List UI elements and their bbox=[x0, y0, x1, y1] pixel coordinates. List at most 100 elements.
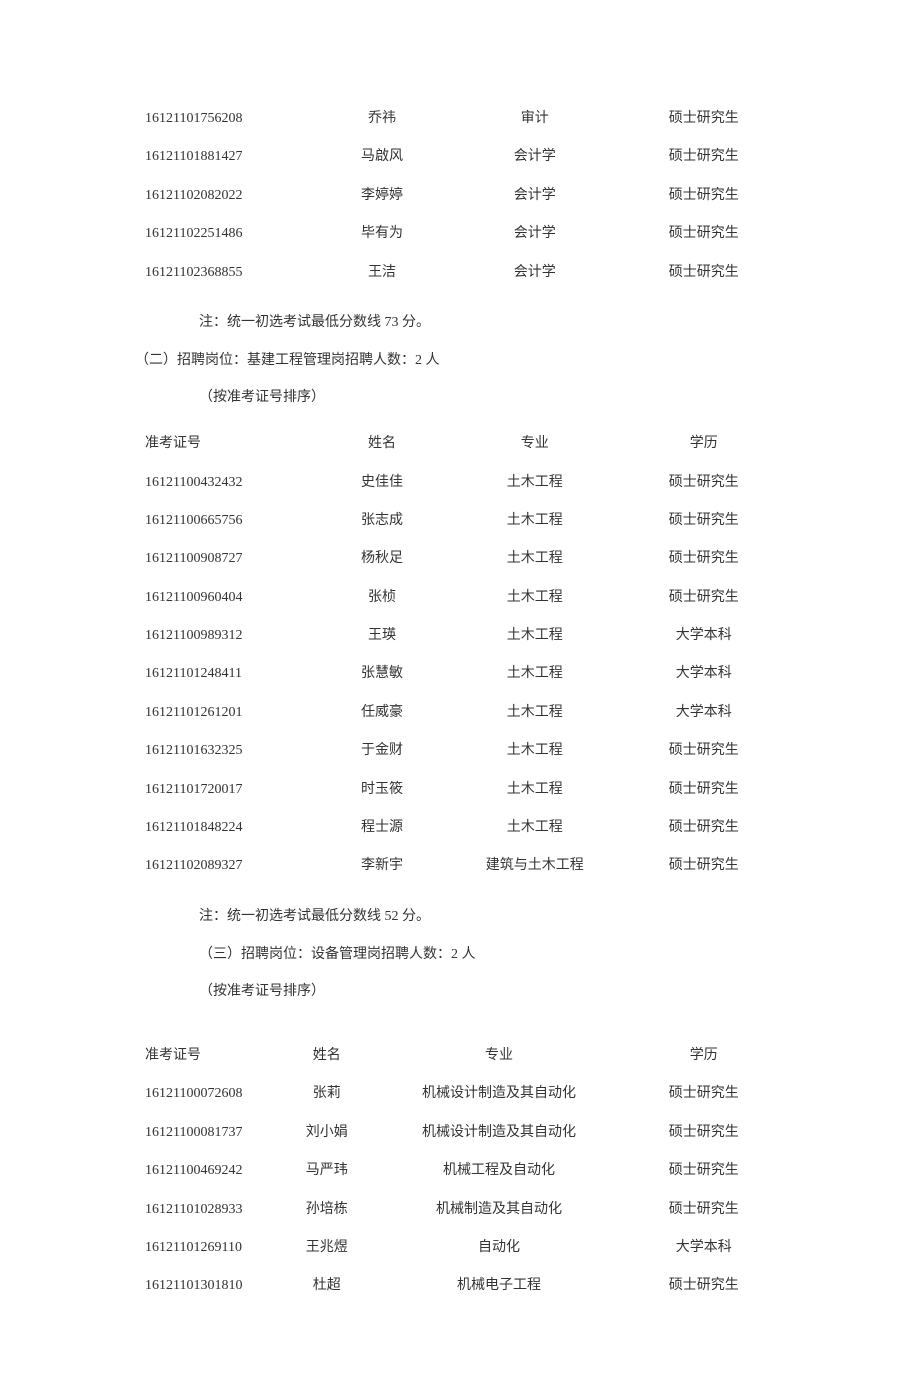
table-cell: 张慧敏 bbox=[317, 663, 447, 685]
table-cell: 土木工程 bbox=[447, 817, 623, 839]
table-cell: 于金财 bbox=[317, 740, 447, 762]
table-cell: 自动化 bbox=[376, 1237, 623, 1259]
table-row: 16121101269110王兆煜自动化大学本科 bbox=[135, 1229, 785, 1267]
table-cell: 硕士研究生 bbox=[623, 223, 786, 245]
table-header-cell: 学历 bbox=[623, 1045, 786, 1067]
section3-title: （三）招聘岗位：设备管理岗招聘人数：2 人 bbox=[135, 944, 785, 966]
table-cell: 16121101848224 bbox=[135, 817, 317, 839]
note1: 注：统一初选考试最低分数线 73 分。 bbox=[135, 312, 785, 334]
table-cell: 16121101261201 bbox=[135, 702, 317, 724]
table-cell: 硕士研究生 bbox=[623, 510, 786, 532]
table-row: 16121101028933孙培栋机械制造及其自动化硕士研究生 bbox=[135, 1191, 785, 1229]
table-cell: 16121100960404 bbox=[135, 587, 317, 609]
table-cell: 硕士研究生 bbox=[623, 108, 786, 130]
table-cell: 毕有为 bbox=[317, 223, 447, 245]
table-row: 16121101632325于金财土木工程硕士研究生 bbox=[135, 732, 785, 770]
table1-container: 16121101756208乔祎审计硕士研究生16121101881427马啟风… bbox=[135, 100, 785, 292]
table-cell: 史佳佳 bbox=[317, 472, 447, 494]
table-cell: 16121100081737 bbox=[135, 1122, 278, 1144]
table-cell: 硕士研究生 bbox=[623, 548, 786, 570]
table-cell: 硕士研究生 bbox=[623, 1160, 786, 1182]
table-cell: 16121100469242 bbox=[135, 1160, 278, 1182]
table-header-cell: 准考证号 bbox=[135, 1045, 278, 1067]
table-row: 16121100072608张莉机械设计制造及其自动化硕士研究生 bbox=[135, 1075, 785, 1113]
table-cell: 16121102251486 bbox=[135, 223, 317, 245]
table-cell: 机械电子工程 bbox=[376, 1275, 623, 1297]
table-cell: 土木工程 bbox=[447, 587, 623, 609]
table-cell: 硕士研究生 bbox=[623, 587, 786, 609]
table-cell: 16121100989312 bbox=[135, 625, 317, 647]
table-cell: 大学本科 bbox=[623, 625, 786, 647]
table-cell: 张桢 bbox=[317, 587, 447, 609]
table-header-cell: 姓名 bbox=[317, 433, 447, 455]
table-cell: 会计学 bbox=[447, 262, 623, 284]
table-cell: 16121102082022 bbox=[135, 185, 317, 207]
table-cell: 马啟风 bbox=[317, 146, 447, 168]
table-header-cell: 姓名 bbox=[278, 1045, 376, 1067]
table-cell: 16121101269110 bbox=[135, 1237, 278, 1259]
table-header-cell: 专业 bbox=[376, 1045, 623, 1067]
table-cell: 杨秋足 bbox=[317, 548, 447, 570]
table-cell: 16121101301810 bbox=[135, 1275, 278, 1297]
table-cell: 任威豪 bbox=[317, 702, 447, 724]
table-cell: 硕士研究生 bbox=[623, 262, 786, 284]
table-cell: 16121100432432 bbox=[135, 472, 317, 494]
table-row: 16121100989312王瑛土木工程大学本科 bbox=[135, 617, 785, 655]
table2-container: 准考证号姓名专业学历16121100432432史佳佳土木工程硕士研究生1612… bbox=[135, 425, 785, 886]
table-cell: 硕士研究生 bbox=[623, 817, 786, 839]
table-cell: 硕士研究生 bbox=[623, 1199, 786, 1221]
table-row: 16121101881427马啟风会计学硕士研究生 bbox=[135, 138, 785, 176]
table-cell: 硕士研究生 bbox=[623, 1083, 786, 1105]
table-cell: 硕士研究生 bbox=[623, 1122, 786, 1144]
table-cell: 杜超 bbox=[278, 1275, 376, 1297]
note2: 注：统一初选考试最低分数线 52 分。 bbox=[135, 906, 785, 928]
table-row: 16121100432432史佳佳土木工程硕士研究生 bbox=[135, 464, 785, 502]
table-cell: 审计 bbox=[447, 108, 623, 130]
section2-sub: （按准考证号排序） bbox=[135, 387, 785, 409]
table-cell: 李婷婷 bbox=[317, 185, 447, 207]
table-row: 16121101720017时玉筱土木工程硕士研究生 bbox=[135, 771, 785, 809]
table-cell: 土木工程 bbox=[447, 472, 623, 494]
table-cell: 硕士研究生 bbox=[623, 146, 786, 168]
table-cell: 机械设计制造及其自动化 bbox=[376, 1083, 623, 1105]
table-header-row: 准考证号姓名专业学历 bbox=[135, 425, 785, 463]
table-cell: 土木工程 bbox=[447, 702, 623, 724]
table-row: 16121101301810杜超机械电子工程硕士研究生 bbox=[135, 1267, 785, 1305]
table-cell: 土木工程 bbox=[447, 740, 623, 762]
table-cell: 土木工程 bbox=[447, 548, 623, 570]
spacer bbox=[135, 1017, 785, 1037]
table-row: 16121101248411张慧敏土木工程大学本科 bbox=[135, 655, 785, 693]
table-cell: 机械制造及其自动化 bbox=[376, 1199, 623, 1221]
table-cell: 程士源 bbox=[317, 817, 447, 839]
section3-sub: （按准考证号排序） bbox=[135, 981, 785, 1003]
table-row: 16121102368855王洁会计学硕士研究生 bbox=[135, 254, 785, 292]
table-cell: 硕士研究生 bbox=[623, 740, 786, 762]
table-cell: 土木工程 bbox=[447, 510, 623, 532]
table-cell: 刘小娟 bbox=[278, 1122, 376, 1144]
table-cell: 大学本科 bbox=[623, 702, 786, 724]
table-cell: 16121102368855 bbox=[135, 262, 317, 284]
table-row: 16121102089327李新宇建筑与土木工程硕士研究生 bbox=[135, 847, 785, 885]
table-row: 16121100960404张桢土木工程硕士研究生 bbox=[135, 579, 785, 617]
table-cell: 孙培栋 bbox=[278, 1199, 376, 1221]
table-cell: 机械设计制造及其自动化 bbox=[376, 1122, 623, 1144]
table-cell: 建筑与土木工程 bbox=[447, 855, 623, 877]
table-row: 16121101848224程士源土木工程硕士研究生 bbox=[135, 809, 785, 847]
table-cell: 16121102089327 bbox=[135, 855, 317, 877]
table-cell: 大学本科 bbox=[623, 1237, 786, 1259]
table-cell: 土木工程 bbox=[447, 779, 623, 801]
table-cell: 硕士研究生 bbox=[623, 779, 786, 801]
table-row: 16121100665756张志成土木工程硕士研究生 bbox=[135, 502, 785, 540]
table-cell: 16121100665756 bbox=[135, 510, 317, 532]
table-cell: 硕士研究生 bbox=[623, 855, 786, 877]
table-cell: 硕士研究生 bbox=[623, 185, 786, 207]
table3-container: 准考证号姓名专业学历 16121100072608张莉机械设计制造及其自动化硕士研… bbox=[135, 1037, 785, 1306]
table-row: 16121100469242马严玮机械工程及自动化硕士研究生 bbox=[135, 1152, 785, 1190]
table-cell: 16121101756208 bbox=[135, 108, 317, 130]
table-header-cell: 准考证号 bbox=[135, 433, 317, 455]
table-cell: 大学本科 bbox=[623, 663, 786, 685]
table-cell: 硕士研究生 bbox=[623, 1275, 786, 1297]
table-cell: 会计学 bbox=[447, 146, 623, 168]
table-cell: 张志成 bbox=[317, 510, 447, 532]
table-header-cell: 学历 bbox=[623, 433, 786, 455]
